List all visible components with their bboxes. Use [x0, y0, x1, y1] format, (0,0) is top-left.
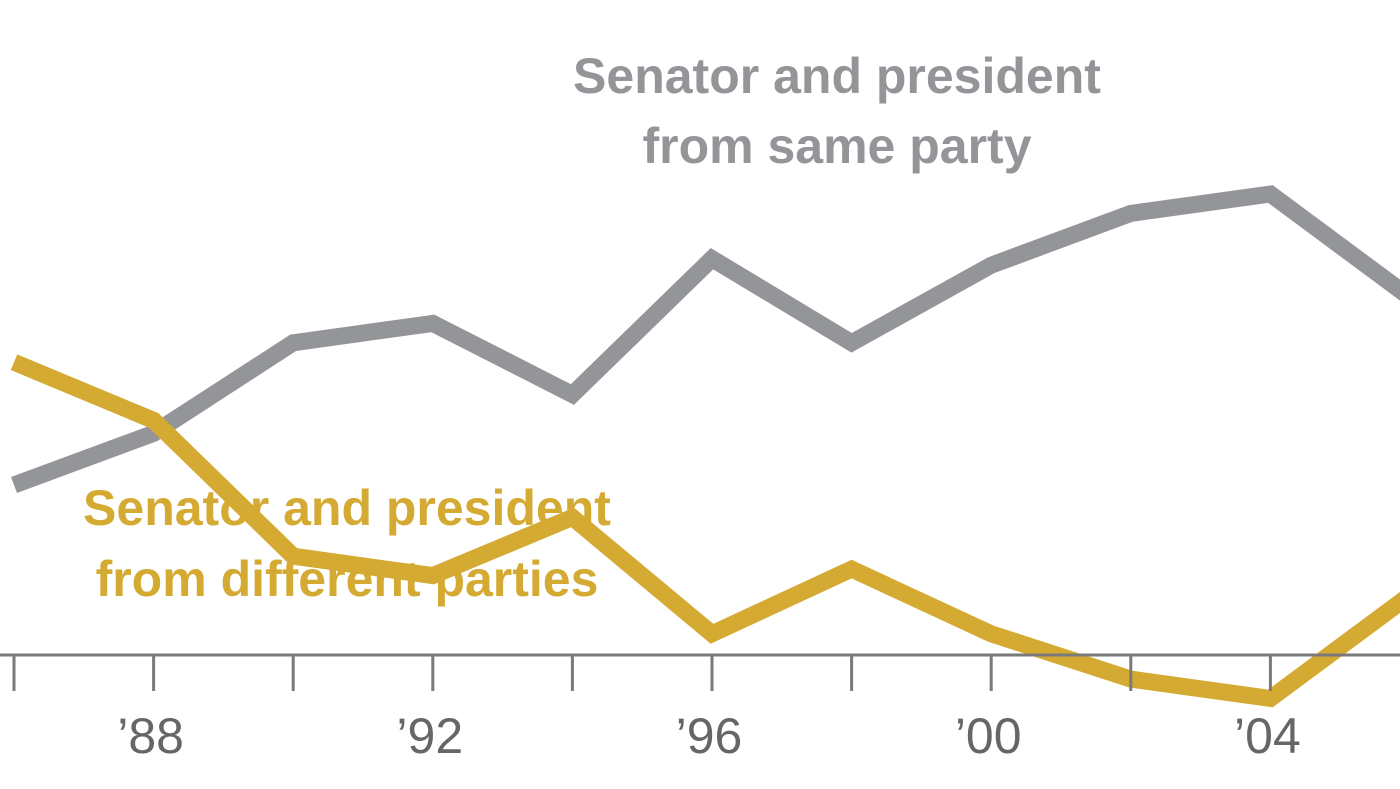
- x-axis: ’88 ’92 ’96 ’00 ’04: [0, 653, 1400, 764]
- series-label-different-line-2: from different parties: [96, 551, 599, 607]
- x-tick-labels: ’88 ’92 ’96 ’00 ’04: [117, 708, 1301, 764]
- series-label-same-line-2: from same party: [642, 118, 1031, 174]
- x-tick-label: ’04: [1234, 708, 1301, 764]
- series-line-same: [11, 185, 1400, 493]
- x-tick-label: ’00: [955, 708, 1022, 764]
- series-lines: [10, 185, 1400, 708]
- x-tick-label: ’92: [396, 708, 463, 764]
- x-ticks: [12, 655, 1272, 691]
- series-label-different: Senator and president from different par…: [83, 480, 611, 607]
- series-label-same: Senator and president from same party: [573, 48, 1101, 174]
- x-tick-label: ’96: [676, 708, 743, 764]
- series-label-different-line-1: Senator and president: [83, 480, 611, 536]
- series-line-different: [10, 354, 1400, 708]
- x-tick-label: ’88: [117, 708, 184, 764]
- series-label-same-line-1: Senator and president: [573, 48, 1101, 104]
